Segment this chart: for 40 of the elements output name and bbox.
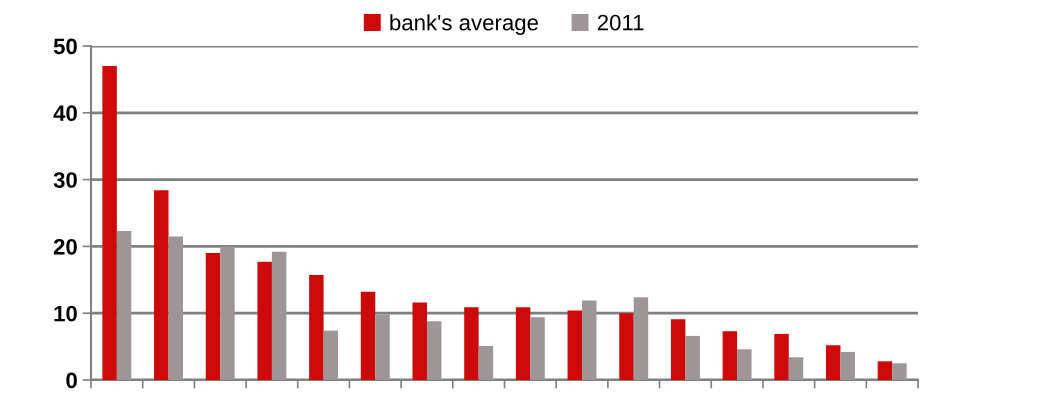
bar bbox=[582, 300, 597, 380]
bar bbox=[375, 314, 390, 380]
y-tick-label: 0 bbox=[66, 372, 77, 389]
bar bbox=[840, 351, 855, 380]
bar bbox=[685, 335, 700, 380]
bar bbox=[205, 253, 221, 380]
y-tick-label: 30 bbox=[53, 172, 77, 188]
bar bbox=[102, 66, 117, 380]
legend-label: bank's average bbox=[390, 14, 538, 35]
bar bbox=[116, 231, 132, 380]
bar bbox=[892, 363, 907, 380]
bar bbox=[257, 261, 272, 380]
bar bbox=[168, 236, 183, 380]
bar bbox=[515, 307, 531, 380]
bar bbox=[567, 310, 583, 380]
bar bbox=[412, 302, 427, 380]
bar bbox=[619, 313, 634, 380]
bar bbox=[774, 333, 789, 380]
bar bbox=[323, 330, 339, 380]
y-tick-label: 40 bbox=[53, 105, 77, 122]
bar bbox=[271, 251, 287, 380]
bar bbox=[426, 321, 442, 380]
bar bbox=[633, 297, 649, 380]
bar bbox=[464, 307, 479, 380]
y-tick-label: 10 bbox=[54, 305, 77, 322]
bar bbox=[360, 291, 376, 380]
bar bbox=[788, 357, 804, 380]
bar bbox=[530, 317, 545, 380]
bar bbox=[670, 319, 686, 380]
bar bbox=[722, 331, 738, 380]
bar bbox=[154, 190, 169, 380]
bar bbox=[877, 361, 893, 380]
bar bbox=[478, 345, 494, 380]
legend-label: 2011 bbox=[597, 14, 644, 31]
bar bbox=[737, 349, 752, 380]
bar bbox=[220, 246, 235, 380]
bar bbox=[309, 275, 324, 380]
bar bbox=[826, 345, 841, 380]
y-tick-label: 50 bbox=[53, 38, 77, 55]
y-tick-label: 20 bbox=[53, 238, 77, 255]
